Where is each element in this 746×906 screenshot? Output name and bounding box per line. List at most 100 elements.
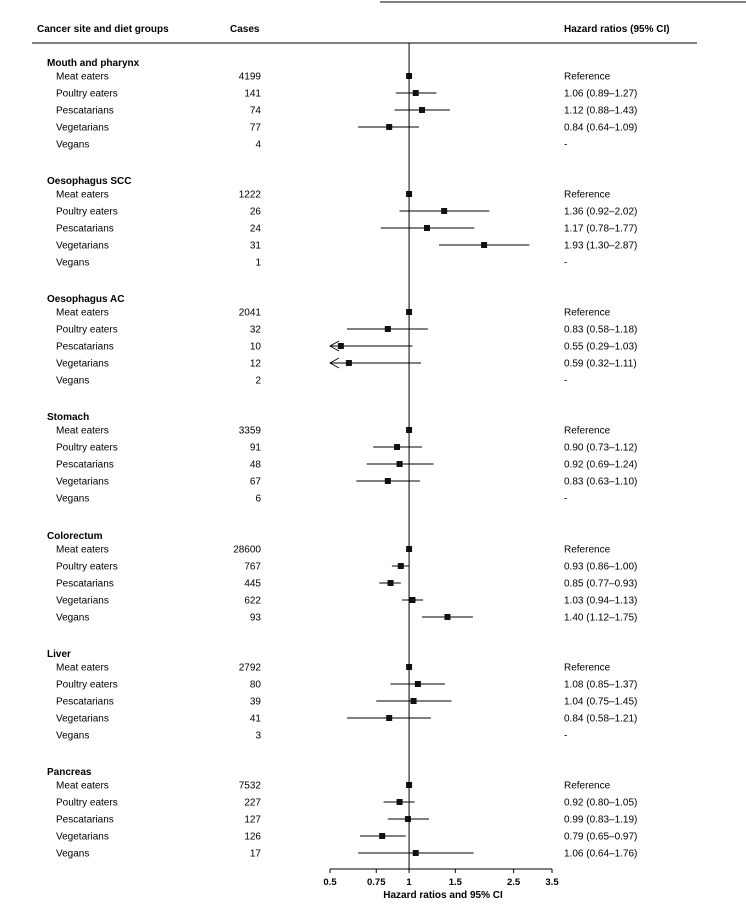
header-hr: Hazard ratios (95% CI)	[564, 24, 670, 35]
row-cases: 41	[250, 714, 262, 725]
row-hr-text: 1.08 (0.85–1.37)	[564, 680, 637, 691]
group-title: Oesophagus SCC	[47, 176, 131, 187]
row-label: Vegans	[56, 376, 89, 387]
row-cases: 91	[250, 443, 262, 454]
row-hr-text: 1.06 (0.89–1.27)	[564, 89, 637, 100]
x-tick-label: 0.75	[367, 877, 386, 888]
x-tick-label: 0.5	[323, 877, 337, 888]
row-label: Vegans	[56, 258, 89, 269]
hr-point	[396, 461, 403, 467]
row-cases: 74	[250, 106, 262, 117]
row-label: Vegetarians	[56, 832, 109, 843]
row-hr-text: -	[564, 494, 567, 505]
row-cases: 67	[250, 477, 262, 488]
row-label: Meat eaters	[56, 663, 109, 674]
ci-arrow	[329, 357, 340, 369]
hr-point	[414, 681, 421, 687]
row-hr-text: 0.92 (0.69–1.24)	[564, 460, 637, 471]
row-cases: 17	[250, 849, 262, 860]
row-label: Vegans	[56, 140, 89, 151]
row-cases: 1	[255, 258, 261, 269]
row-cases: 77	[250, 123, 262, 134]
row-label: Vegetarians	[56, 123, 109, 134]
row-label: Meat eaters	[56, 72, 109, 83]
row-cases: 126	[244, 832, 261, 843]
row-label: Meat eaters	[56, 545, 109, 556]
hr-point	[423, 225, 430, 231]
row-label: Vegans	[56, 731, 89, 742]
row-cases: 3359	[239, 426, 262, 437]
row-hr-text: 1.12 (0.88–1.43)	[564, 106, 637, 117]
row-cases: 2792	[239, 663, 262, 674]
hr-point	[481, 242, 488, 248]
row-label: Poultry eaters	[56, 325, 118, 336]
row-hr-text: 0.59 (0.32–1.11)	[564, 359, 637, 370]
row-label: Pescatarians	[56, 815, 114, 826]
row-label: Meat eaters	[56, 426, 109, 437]
hr-point	[386, 715, 393, 721]
row-label: Poultry eaters	[56, 89, 118, 100]
row-hr-text: -	[564, 258, 567, 269]
hr-point	[386, 124, 393, 130]
row-cases: 24	[250, 224, 262, 235]
row-label: Pescatarians	[56, 342, 114, 353]
hr-point	[412, 850, 419, 856]
row-hr-text: Reference	[564, 545, 611, 556]
row-hr-text: 0.92 (0.80–1.05)	[564, 798, 637, 809]
row-hr-text: 0.79 (0.65–0.97)	[564, 832, 637, 843]
row-label: Vegetarians	[56, 359, 109, 370]
row-label: Vegetarians	[56, 477, 109, 488]
row-label: Poultry eaters	[56, 562, 118, 573]
row-cases: 80	[250, 680, 262, 691]
row-cases: 2041	[239, 308, 262, 319]
row-cases: 12	[250, 359, 262, 370]
row-hr-text: -	[564, 140, 567, 151]
row-hr-text: 0.55 (0.29–1.03)	[564, 342, 637, 353]
row-label: Poultry eaters	[56, 443, 118, 454]
row-hr-text: Reference	[564, 663, 611, 674]
row-cases: 127	[244, 815, 261, 826]
row-cases: 6	[255, 494, 261, 505]
row-hr-text: Reference	[564, 781, 611, 792]
hr-point	[441, 208, 448, 214]
ci-arrow	[329, 340, 340, 352]
x-tick-label: 1.5	[449, 877, 463, 888]
row-cases: 2	[255, 376, 261, 387]
row-label: Pescatarians	[56, 224, 114, 235]
row-cases: 3	[255, 731, 261, 742]
row-hr-text: 1.17 (0.78–1.77)	[564, 224, 637, 235]
row-hr-text: Reference	[564, 308, 611, 319]
x-tick-label: 1	[406, 877, 412, 888]
row-cases: 39	[250, 697, 262, 708]
hr-point	[419, 107, 426, 113]
row-cases: 4199	[239, 72, 262, 83]
header-cases: Cases	[230, 24, 260, 35]
row-cases: 4	[255, 140, 261, 151]
row-cases: 622	[244, 596, 261, 607]
group-title: Stomach	[47, 412, 89, 423]
row-hr-text: 0.90 (0.73–1.12)	[564, 443, 637, 454]
row-label: Meat eaters	[56, 781, 109, 792]
row-cases: 10	[250, 342, 262, 353]
row-hr-text: 1.03 (0.94–1.13)	[564, 596, 637, 607]
hr-point	[397, 563, 404, 569]
row-hr-text: 1.36 (0.92–2.02)	[564, 207, 637, 218]
row-label: Meat eaters	[56, 308, 109, 319]
row-hr-text: -	[564, 731, 567, 742]
hr-point	[409, 597, 416, 603]
row-cases: 7532	[239, 781, 262, 792]
row-label: Poultry eaters	[56, 798, 118, 809]
row-cases: 48	[250, 460, 262, 471]
hr-point	[396, 799, 403, 805]
row-cases: 445	[244, 579, 261, 590]
hr-point	[410, 698, 417, 704]
row-hr-text: 0.99 (0.83–1.19)	[564, 815, 637, 826]
hr-point	[384, 326, 391, 332]
row-hr-text: 1.04 (0.75–1.45)	[564, 697, 637, 708]
hr-point	[404, 816, 411, 822]
x-tick-label: 2.5	[507, 877, 521, 888]
row-label: Vegetarians	[56, 241, 109, 252]
row-hr-text: 1.40 (1.12–1.75)	[564, 613, 637, 624]
row-hr-text: 0.85 (0.77–0.93)	[564, 579, 637, 590]
